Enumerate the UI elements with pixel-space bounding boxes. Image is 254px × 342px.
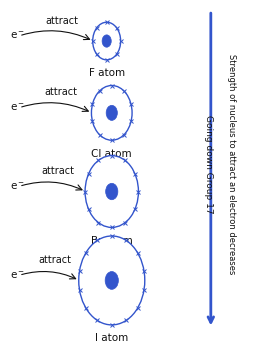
Text: attract: attract	[38, 255, 71, 265]
Text: Br atom: Br atom	[91, 236, 133, 246]
Text: Strength of nucleus to attract an electron decreases: Strength of nucleus to attract an electr…	[227, 54, 236, 274]
Text: Going down Group 17: Going down Group 17	[204, 115, 213, 213]
Circle shape	[100, 96, 124, 129]
Circle shape	[97, 261, 126, 300]
Text: attract: attract	[45, 16, 78, 26]
Circle shape	[106, 183, 118, 200]
Circle shape	[79, 236, 145, 325]
Text: e$^-$: e$^-$	[10, 270, 25, 281]
Text: attract: attract	[44, 88, 77, 97]
Text: F atom: F atom	[89, 68, 125, 78]
Circle shape	[105, 272, 118, 289]
Text: e$^-$: e$^-$	[10, 102, 25, 113]
Text: e$^-$: e$^-$	[10, 181, 25, 192]
Circle shape	[102, 35, 111, 47]
Circle shape	[97, 27, 117, 55]
Circle shape	[93, 22, 121, 60]
Text: e$^-$: e$^-$	[10, 30, 25, 41]
Circle shape	[106, 105, 117, 120]
Text: I atom: I atom	[95, 333, 128, 342]
Circle shape	[91, 86, 132, 140]
Circle shape	[98, 173, 125, 210]
Text: attract: attract	[41, 166, 74, 176]
Circle shape	[85, 156, 138, 227]
Text: Cl atom: Cl atom	[91, 149, 132, 159]
